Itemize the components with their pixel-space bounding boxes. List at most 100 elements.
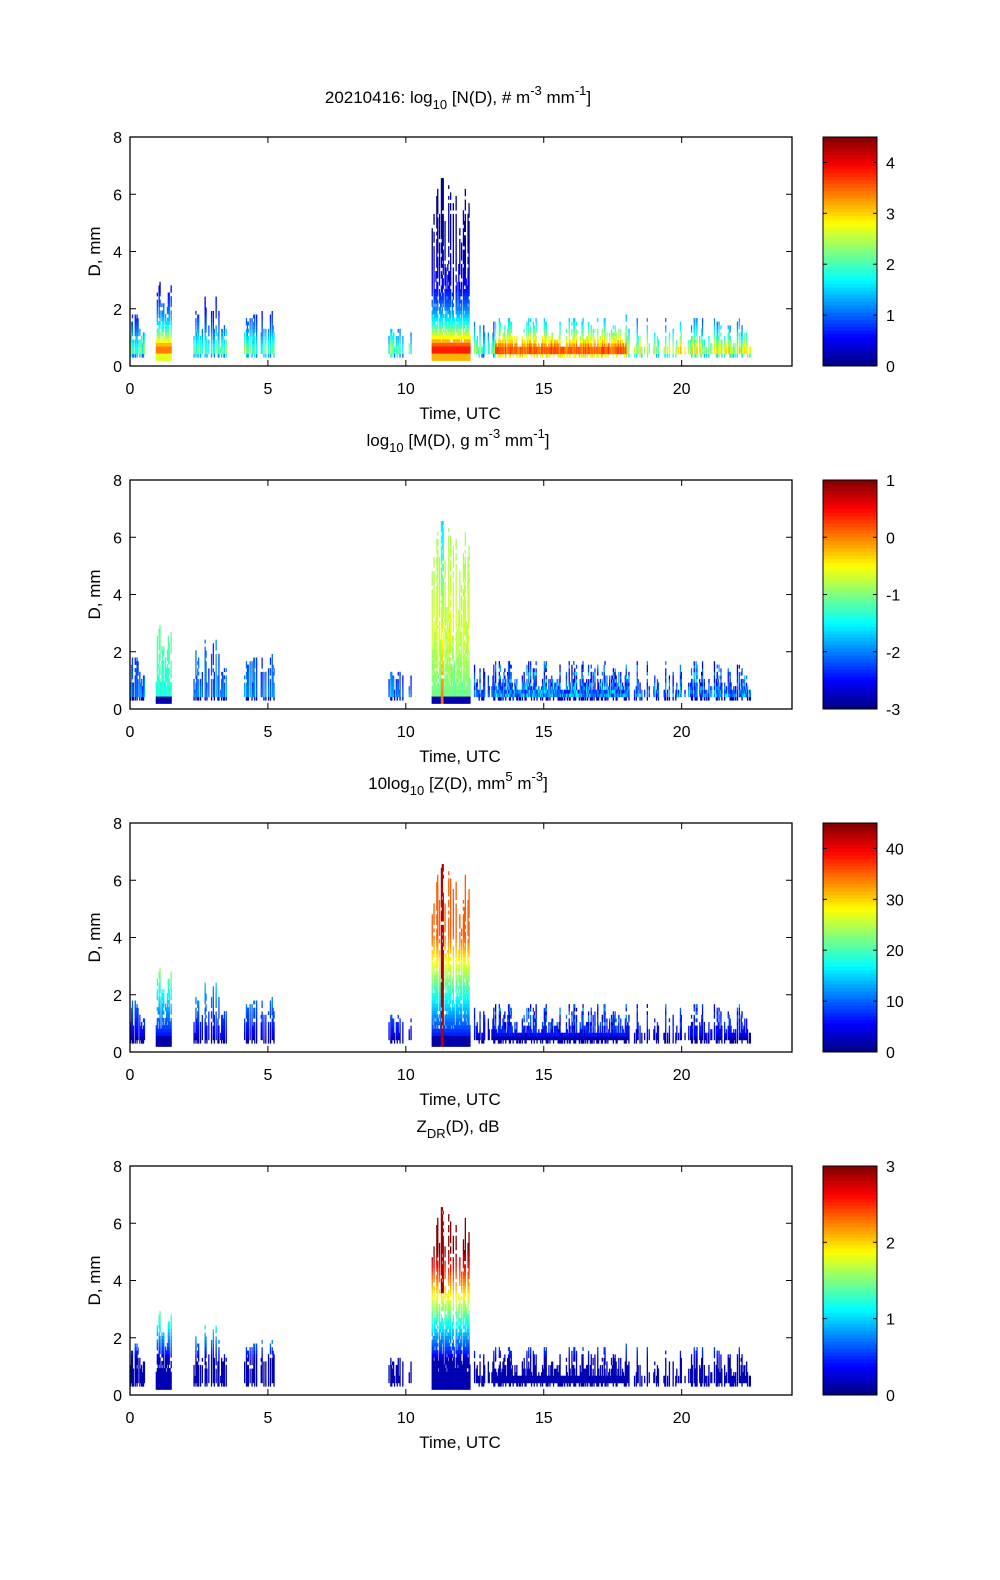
heatmap-cell [503,332,505,337]
heatmap-cell [448,607,450,611]
heatmap-cell [223,675,226,680]
heatmap-cell [463,224,466,229]
heatmap-cell [575,350,577,355]
heatmap-cell [594,336,596,340]
heatmap-cell [459,581,461,586]
heatmap-cell [459,324,461,329]
heatmap-cell [452,692,454,697]
heatmap-cell [397,350,399,355]
heatmap-cell [431,610,433,615]
heatmap-cell [530,343,533,347]
heatmap-cell [461,256,463,261]
heatmap-cell [215,332,217,337]
heatmap-cell [215,346,217,351]
heatmap-cell [263,686,265,690]
heatmap-cell [440,331,443,336]
heatmap-cell [617,346,619,351]
heatmap-cell [448,278,450,283]
heatmap-cell [441,249,443,254]
heatmap-cell [167,660,169,665]
heatmap-cell [464,339,466,343]
heatmap-cell [515,346,517,351]
heatmap-cell [462,349,465,354]
heatmap-cell [438,310,441,315]
heatmap-cell [221,332,223,337]
heatmap-cell [580,343,582,347]
heatmap-cell [164,664,167,668]
heatmap-cell [195,693,197,698]
heatmap-cell [157,664,159,668]
heatmap-cell [450,342,452,347]
heatmap-cell [260,336,262,340]
heatmap-cell [473,321,476,326]
colorbar-segment [823,151,877,156]
heatmap-cell [265,328,267,333]
heatmap-cell [436,221,438,225]
heatmap-cell [738,343,740,347]
heatmap-cell [603,318,605,322]
heatmap-cell [399,689,401,694]
heatmap-cell [433,342,435,347]
heatmap-cell [449,303,451,308]
heatmap-cell [218,671,220,676]
heatmap-cell [462,674,465,679]
heatmap-cell [453,696,455,701]
heatmap-cell [395,689,397,694]
heatmap-cell [637,336,639,340]
heatmap-cell [450,221,452,225]
heatmap-cell [600,353,603,358]
heatmap-cell [451,310,454,315]
heatmap-cell [736,332,739,337]
heatmap-cell [163,685,165,690]
heatmap-cell [160,682,162,686]
heatmap-cell [437,299,439,304]
heatmap-cell [563,350,565,355]
heatmap-cell [533,339,535,344]
heatmap-cell [530,353,533,358]
heatmap-cell [452,206,454,211]
heatmap-cell [448,589,450,593]
heatmap-cell [639,343,641,347]
heatmap-cell [459,242,461,247]
heatmap-cell [434,321,436,325]
heatmap-cell [648,343,650,347]
heatmap-cell [208,671,210,676]
colorbar-segment [823,330,877,335]
heatmap-cell [223,696,226,701]
heatmap-cell [167,682,169,686]
heatmap-cell [636,350,638,355]
heatmap-cell [155,685,157,690]
heatmap-cell [446,696,448,701]
heatmap-cell [572,336,574,340]
heatmap-cell [508,325,511,329]
heatmap-cell [495,343,497,347]
heatmap-cell [504,336,506,340]
heatmap-cell [166,310,169,315]
heatmap-cell [449,700,451,704]
heatmap-cell [155,696,157,701]
heatmap-cell [135,671,137,676]
heatmap-cell [435,289,437,293]
heatmap-cell [608,343,610,347]
heatmap-cell [442,217,444,222]
heatmap-cell [161,349,163,354]
heatmap-cell [703,353,705,358]
heatmap-cell [252,682,254,687]
heatmap-cell [399,350,401,355]
heatmap-cell [482,350,484,355]
heatmap-cell [265,350,267,355]
heatmap-cell [196,675,198,680]
heatmap-cell [137,686,139,690]
heatmap-cell [437,217,439,222]
heatmap-cell [440,571,443,575]
heatmap-cell [197,671,199,676]
heatmap-cell [736,328,739,333]
heatmap-cell [748,350,751,355]
heatmap-cell [273,696,275,701]
heatmap-cell [452,678,454,683]
colorbar-segment [823,169,877,174]
heatmap-cell [559,335,561,340]
heatmap-cell [746,350,749,355]
heatmap-cell [452,635,454,640]
heatmap-cell [162,353,164,358]
